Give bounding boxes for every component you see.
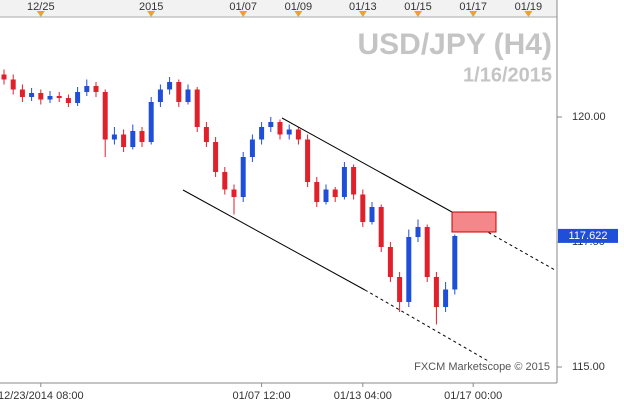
copyright-note: FXCM Marketscope © 2015	[414, 361, 550, 373]
candle-body	[38, 93, 44, 100]
candle-body	[10, 79, 16, 90]
candle-body	[443, 289, 449, 307]
candle-body	[268, 122, 274, 127]
x-tick-label: 01/17 00:00	[444, 390, 502, 402]
last-price-label: 117.622	[569, 230, 608, 242]
candle-body	[397, 277, 403, 302]
candle-body	[213, 142, 219, 172]
top-date-label: 01/17	[459, 1, 487, 13]
candle-body	[167, 82, 173, 90]
lower-trendline-projection	[364, 289, 491, 363]
candle-body	[1, 74, 7, 80]
date-marker	[358, 11, 367, 17]
candle-body	[231, 189, 237, 197]
candle-body	[314, 182, 320, 202]
candle-body	[93, 86, 99, 92]
y-tick-label: 120.00	[572, 111, 606, 123]
candle-body	[415, 227, 421, 237]
candle-body	[203, 127, 209, 142]
x-tick-label: 01/13 04:00	[334, 390, 392, 402]
candle-body	[277, 122, 283, 135]
candle-body	[176, 82, 182, 102]
y-tick-label: 115.00	[572, 361, 605, 373]
candle-body	[406, 237, 412, 302]
x-tick-label: 12/23/2014 08:00	[0, 390, 84, 402]
candle-body	[139, 131, 145, 142]
candle-body	[240, 157, 246, 197]
date-marker	[147, 11, 156, 17]
candle-body	[249, 139, 255, 157]
top-date-label: 01/09	[285, 1, 313, 13]
chart-title: USD/JPY (H4)	[357, 28, 552, 61]
candle-body	[185, 89, 191, 102]
upper-trendline	[281, 117, 453, 213]
candle-body	[424, 227, 430, 277]
candle-body	[111, 134, 117, 140]
top-date-label: 01/19	[515, 1, 543, 13]
date-marker	[524, 11, 533, 17]
candle-body	[259, 127, 265, 140]
trend-channel	[182, 117, 556, 363]
candle-body	[222, 172, 228, 190]
candle-body	[130, 131, 136, 147]
candle-body	[84, 86, 90, 92]
candle-body	[369, 207, 375, 222]
candle-body	[75, 92, 81, 103]
candle-body	[305, 139, 311, 182]
date-marker	[239, 11, 248, 17]
top-date-label: 2015	[139, 1, 163, 13]
candle-body	[378, 207, 384, 247]
candle-body	[286, 129, 292, 135]
candle-body	[295, 129, 301, 140]
candle-body	[19, 89, 25, 97]
candle-body	[433, 277, 439, 307]
x-tick-label: 01/07 12:00	[233, 390, 291, 402]
date-marker	[36, 11, 45, 17]
top-date-label: 01/15	[404, 1, 432, 13]
date-marker	[294, 11, 303, 17]
chart-subtitle: 1/16/2015	[463, 64, 552, 86]
top-date-label: 01/07	[229, 1, 257, 13]
lower-trendline	[182, 189, 366, 291]
candle-body	[102, 92, 108, 140]
date-marker	[469, 11, 478, 17]
candle-body	[29, 93, 35, 97]
candle-body	[56, 96, 62, 98]
candle-body	[47, 96, 53, 100]
candle-body	[341, 167, 347, 197]
top-date-label: 01/13	[349, 1, 377, 13]
candle-body	[65, 98, 71, 103]
last-price-box	[558, 228, 618, 243]
candle-body	[351, 167, 357, 195]
top-date-label: 12/25	[27, 1, 55, 13]
candle-body	[323, 189, 329, 202]
candle-body	[121, 134, 127, 147]
candle-body	[148, 102, 154, 142]
candle-body	[157, 89, 163, 102]
date-marker	[414, 11, 422, 17]
candle-body	[360, 194, 366, 222]
candle-body	[194, 89, 200, 127]
candle-body	[452, 236, 458, 290]
candle-body	[332, 189, 338, 197]
candle-body	[387, 247, 393, 277]
resistance-zone	[451, 211, 497, 233]
